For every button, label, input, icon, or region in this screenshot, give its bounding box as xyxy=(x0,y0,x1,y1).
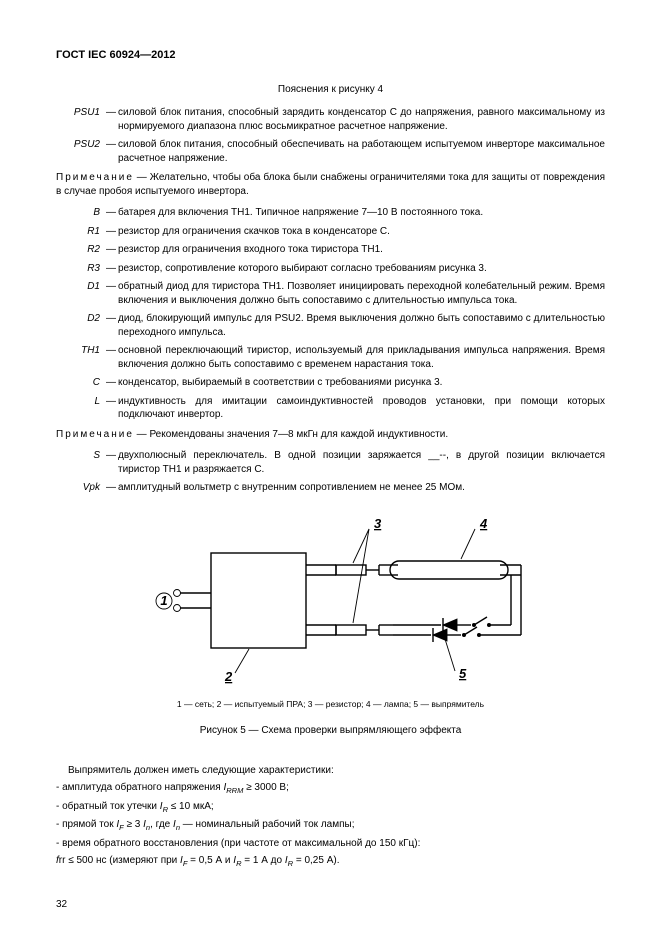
definition-dash: — xyxy=(104,344,118,371)
circuit-diagram: 1 3 4 5 2 xyxy=(131,513,531,693)
page: ГОСТ IEC 60924—2012 Пояснения к рисунку … xyxy=(0,0,661,935)
definition-term: PSU2 xyxy=(56,138,104,165)
definition-dash: — xyxy=(104,280,118,307)
definition-body: обратный диод для тиристора TH1. Позволя… xyxy=(118,280,605,307)
definition-body: двухполюсный переключатель. В одной пози… xyxy=(118,449,605,476)
definition-row: D1—обратный диод для тиристора TH1. Позв… xyxy=(56,280,605,307)
definition-term: D1 xyxy=(56,280,104,307)
definition-term: Vpk xyxy=(56,481,104,495)
definition-body: резистор, сопротивление которого выбираю… xyxy=(118,262,605,276)
definition-dash: — xyxy=(104,243,118,257)
note-2: Примечание — Рекомендованы значения 7—8 … xyxy=(56,428,605,442)
definition-dash: — xyxy=(104,106,118,133)
figure-legend: 1 — сеть; 2 — испытуемый ПРА; 3 — резист… xyxy=(56,699,605,710)
note-1-lead: Примечание xyxy=(56,172,134,183)
definition-body: силовой блок питания, способный зарядить… xyxy=(118,106,605,133)
figure-5: 1 3 4 5 2 1 — сеть; 2 — испытуемый ПРА; 3 — … xyxy=(56,513,605,738)
definition-body: резистор для ограничения скачков тока в … xyxy=(118,225,605,239)
definition-term: PSU1 xyxy=(56,106,104,133)
definition-body: батарея для включения TH1. Типичное напр… xyxy=(118,206,605,220)
definitions-block-3: S—двухполюсный переключатель. В одной по… xyxy=(56,449,605,495)
definition-row: R3—резистор, сопротивление которого выби… xyxy=(56,262,605,276)
definition-row: TH1—основной переключающий тиристор, исп… xyxy=(56,344,605,371)
figure-caption: Рисунок 5 — Схема проверки выпрямляющего… xyxy=(56,724,605,738)
svg-text:3: 3 xyxy=(374,516,382,531)
definition-row: PSU2—силовой блок питания, способный обе… xyxy=(56,138,605,165)
definition-body: амплитудный вольтметр с внутренним сопро… xyxy=(118,481,605,495)
definition-dash: — xyxy=(104,376,118,390)
spec-line: - прямой ток IF ≥ 3 In, где In — номинал… xyxy=(56,816,605,835)
definition-row: S—двухполюсный переключатель. В одной по… xyxy=(56,449,605,476)
definition-term: L xyxy=(56,395,104,422)
note-1-body: — Желательно, чтобы оба блока были снабж… xyxy=(56,172,605,197)
spec-line: - амплитуда обратного напряжения IRRM ≥ … xyxy=(56,779,605,798)
definition-dash: — xyxy=(104,481,118,495)
spec-line: frr ≤ 500 нс (измеряют при IF = 0,5 А и … xyxy=(56,852,605,871)
definition-term: TH1 xyxy=(56,344,104,371)
definition-body: диод, блокирующий импульс для PSU2. Врем… xyxy=(118,312,605,339)
definition-term: R1 xyxy=(56,225,104,239)
spec-line: - время обратного восстановления (при ча… xyxy=(56,835,605,852)
definitions-block-2: B—батарея для включения TH1. Типичное на… xyxy=(56,206,605,422)
definition-row: PSU1—силовой блок питания, способный зар… xyxy=(56,106,605,133)
spec-line: - обратный ток утечки IR ≤ 10 мкА; xyxy=(56,798,605,817)
definition-row: Vpk—амплитудный вольтметр с внутренним с… xyxy=(56,481,605,495)
note-2-lead: Примечание xyxy=(56,429,134,440)
definition-term: R2 xyxy=(56,243,104,257)
definition-dash: — xyxy=(104,395,118,422)
definition-row: C—конденсатор, выбираемый в соответствии… xyxy=(56,376,605,390)
definition-term: S xyxy=(56,449,104,476)
definition-body: основной переключающий тиристор, использ… xyxy=(118,344,605,371)
svg-text:5: 5 xyxy=(459,666,467,681)
definition-dash: — xyxy=(104,138,118,165)
definition-row: L—индуктивность для имитации самоиндукти… xyxy=(56,395,605,422)
definition-term: R3 xyxy=(56,262,104,276)
definition-body: силовой блок питания, способный обеспечи… xyxy=(118,138,605,165)
running-header: ГОСТ IEC 60924—2012 xyxy=(56,48,605,63)
definition-body: индуктивность для имитации самоиндуктивн… xyxy=(118,395,605,422)
definition-term: D2 xyxy=(56,312,104,339)
definition-row: R1—резистор для ограничения скачков тока… xyxy=(56,225,605,239)
explain-caption: Пояснения к рисунку 4 xyxy=(56,83,605,97)
definition-dash: — xyxy=(104,312,118,339)
note-2-body: — Рекомендованы значения 7—8 мкГн для ка… xyxy=(134,429,448,440)
definition-term: C xyxy=(56,376,104,390)
definition-dash: — xyxy=(104,262,118,276)
note-1: Примечание — Желательно, чтобы оба блока… xyxy=(56,171,605,198)
svg-text:2: 2 xyxy=(224,669,233,684)
definition-row: D2—диод, блокирующий импульс для PSU2. В… xyxy=(56,312,605,339)
svg-text:1: 1 xyxy=(160,593,167,608)
rectifier-specs: Выпрямитель должен иметь следующие харак… xyxy=(56,762,605,871)
definition-body: резистор для ограничения входного тока т… xyxy=(118,243,605,257)
definition-row: R2—резистор для ограничения входного ток… xyxy=(56,243,605,257)
definitions-block-1: PSU1—силовой блок питания, способный зар… xyxy=(56,106,605,165)
svg-text:4: 4 xyxy=(479,516,488,531)
page-number: 32 xyxy=(56,898,67,912)
definition-body: конденсатор, выбираемый в соответствии с… xyxy=(118,376,605,390)
specs-intro: Выпрямитель должен иметь следующие харак… xyxy=(68,762,605,779)
definition-row: B—батарея для включения TH1. Типичное на… xyxy=(56,206,605,220)
definition-dash: — xyxy=(104,206,118,220)
definition-term: B xyxy=(56,206,104,220)
definition-dash: — xyxy=(104,225,118,239)
definition-dash: — xyxy=(104,449,118,476)
